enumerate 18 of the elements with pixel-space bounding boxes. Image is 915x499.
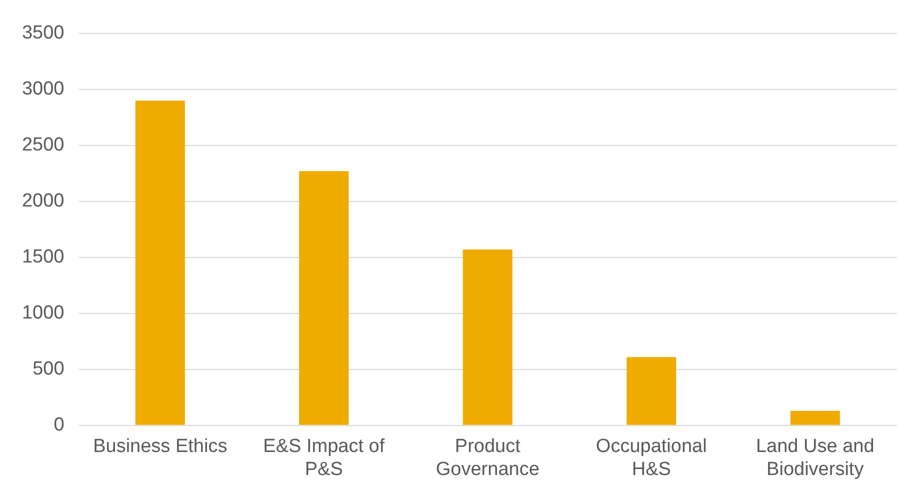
x-tick-label: Business Ethics: [93, 436, 228, 458]
x-tick-label: E&S Impact of P&S: [263, 436, 386, 480]
y-tick-label: 0: [54, 414, 64, 436]
y-tick-label: 2000: [22, 190, 64, 212]
bar: [790, 410, 840, 425]
y-tick-label: 2500: [22, 134, 64, 156]
y-tick-label: 1000: [22, 302, 64, 324]
bar: [626, 357, 676, 425]
x-tick-label: Product Governance: [436, 436, 540, 480]
y-tick-label: 1500: [22, 246, 64, 268]
bar: [299, 171, 349, 425]
y-tick-label: 500: [32, 358, 64, 380]
y-tick-label: 3000: [22, 78, 64, 100]
x-tick-label: Occupational H&S: [596, 436, 707, 480]
y-tick-label: 3500: [22, 22, 64, 44]
bar: [135, 100, 185, 425]
bar: [462, 250, 512, 425]
x-tick-label: Land Use and Biodiversity: [756, 436, 874, 480]
